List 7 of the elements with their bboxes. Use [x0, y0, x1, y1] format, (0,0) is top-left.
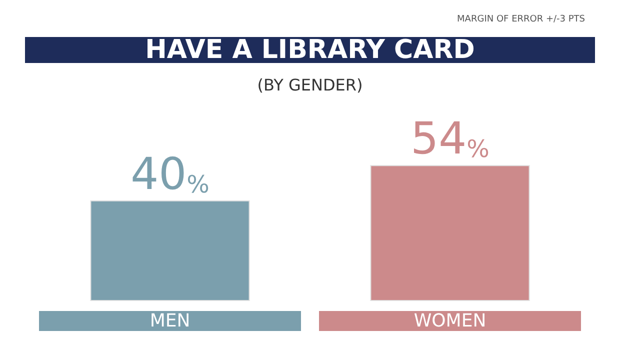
chart-subtitle: (BY GENDER): [257, 76, 363, 94]
chart-title: HAVE A LIBRARY CARD: [145, 35, 475, 65]
data-label: 40%: [130, 148, 210, 200]
x-tick-label: MEN: [150, 310, 190, 332]
x-tick-label: WOMEN: [414, 310, 486, 332]
text: MARGIN OF ERROR +/-3 PTS: [457, 14, 586, 24]
data-label: 54%: [410, 114, 490, 165]
